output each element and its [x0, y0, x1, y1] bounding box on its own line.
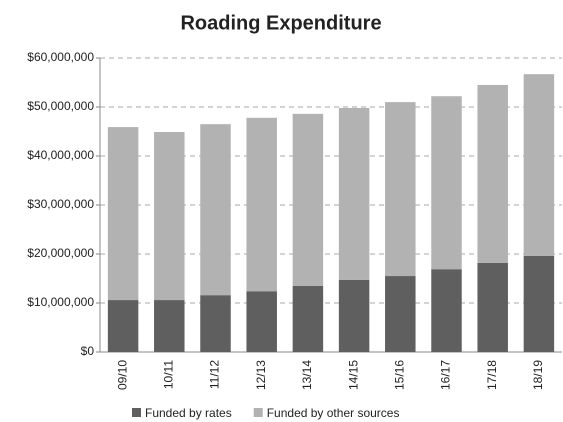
y-tick-label: $50,000,000 — [27, 99, 94, 113]
bar-segment — [477, 84, 508, 263]
y-tick-label: $0 — [81, 344, 95, 358]
bar-segment — [246, 291, 277, 352]
bar-segment — [154, 300, 185, 352]
y-tick-label: $40,000,000 — [27, 148, 94, 162]
bar-segment — [523, 255, 555, 352]
chart-title: Roading Expenditure — [180, 12, 381, 34]
bar-segment — [292, 113, 324, 286]
x-tick-label: 09/10 — [115, 360, 129, 390]
bar-segment — [523, 74, 555, 256]
x-tick-label: 16/17 — [439, 360, 453, 390]
x-tick-label: 12/13 — [254, 360, 268, 390]
x-tick-label: 10/11 — [161, 360, 175, 389]
x-tick-label: 13/14 — [300, 360, 314, 390]
bar-segment — [385, 102, 416, 277]
legend-label: Funded by other sources — [267, 406, 400, 420]
bar-segment — [338, 279, 370, 352]
bar-segment — [338, 107, 370, 280]
bar-segment — [431, 269, 462, 352]
y-tick-label: $30,000,000 — [27, 197, 94, 211]
bar-segment — [385, 276, 416, 352]
legend-swatch — [132, 408, 141, 417]
bar-segment — [431, 96, 462, 270]
x-tick-label: 18/19 — [531, 360, 545, 390]
bar-segment — [477, 262, 508, 352]
bar-segment — [107, 127, 139, 301]
legend-label: Funded by rates — [145, 406, 232, 420]
bar-segment — [200, 295, 231, 352]
bar-segment — [200, 124, 231, 296]
bar-segment — [246, 117, 277, 292]
x-tick-label: 11/12 — [208, 360, 222, 389]
legend-swatch — [253, 408, 263, 417]
y-tick-label: $20,000,000 — [27, 246, 94, 260]
bar-segment — [107, 300, 139, 352]
bar-segment — [154, 131, 185, 301]
y-tick-label: $60,000,000 — [27, 50, 94, 64]
bar-segment — [292, 285, 324, 352]
y-tick-label: $10,000,000 — [27, 295, 94, 309]
x-tick-label: 17/18 — [485, 360, 499, 390]
x-tick-label: 15/16 — [392, 360, 406, 390]
x-tick-label: 14/15 — [346, 360, 360, 390]
